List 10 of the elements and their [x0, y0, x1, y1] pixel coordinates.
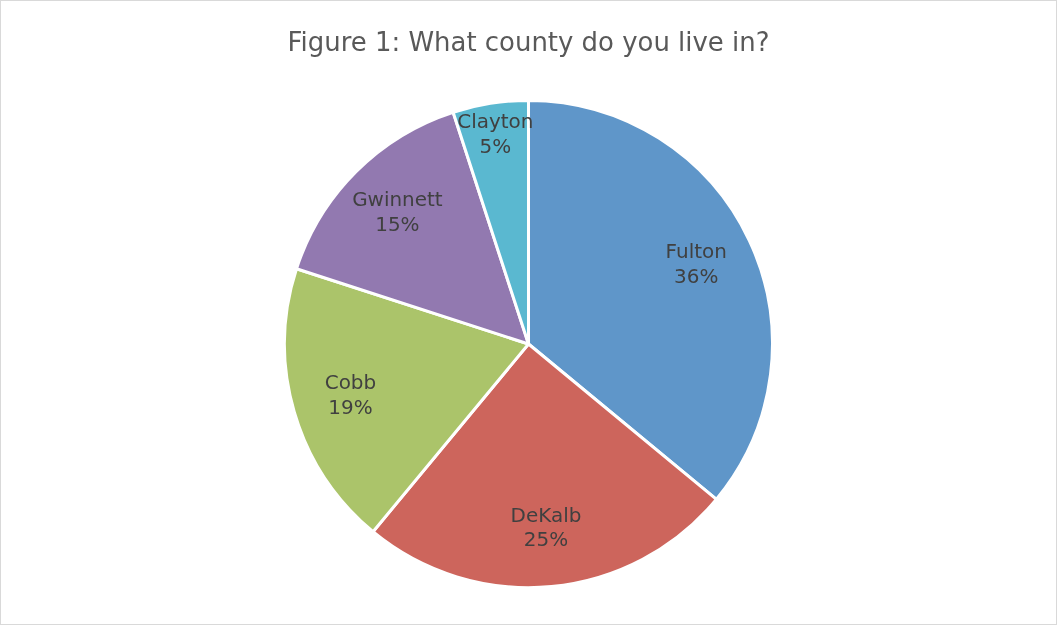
slice-label: Cobb [324, 369, 377, 394]
chart-title: Figure 1: What county do you live in? [287, 27, 770, 58]
data-label: 5% [479, 133, 512, 158]
slice-label: Gwinnett [352, 187, 443, 212]
slice-label: DeKalb [510, 502, 582, 527]
slice-label: Fulton [665, 239, 727, 264]
data-label: 36% [674, 264, 719, 289]
data-label: 15% [375, 212, 420, 237]
data-label: 19% [328, 394, 373, 419]
data-label: 25% [523, 527, 569, 552]
